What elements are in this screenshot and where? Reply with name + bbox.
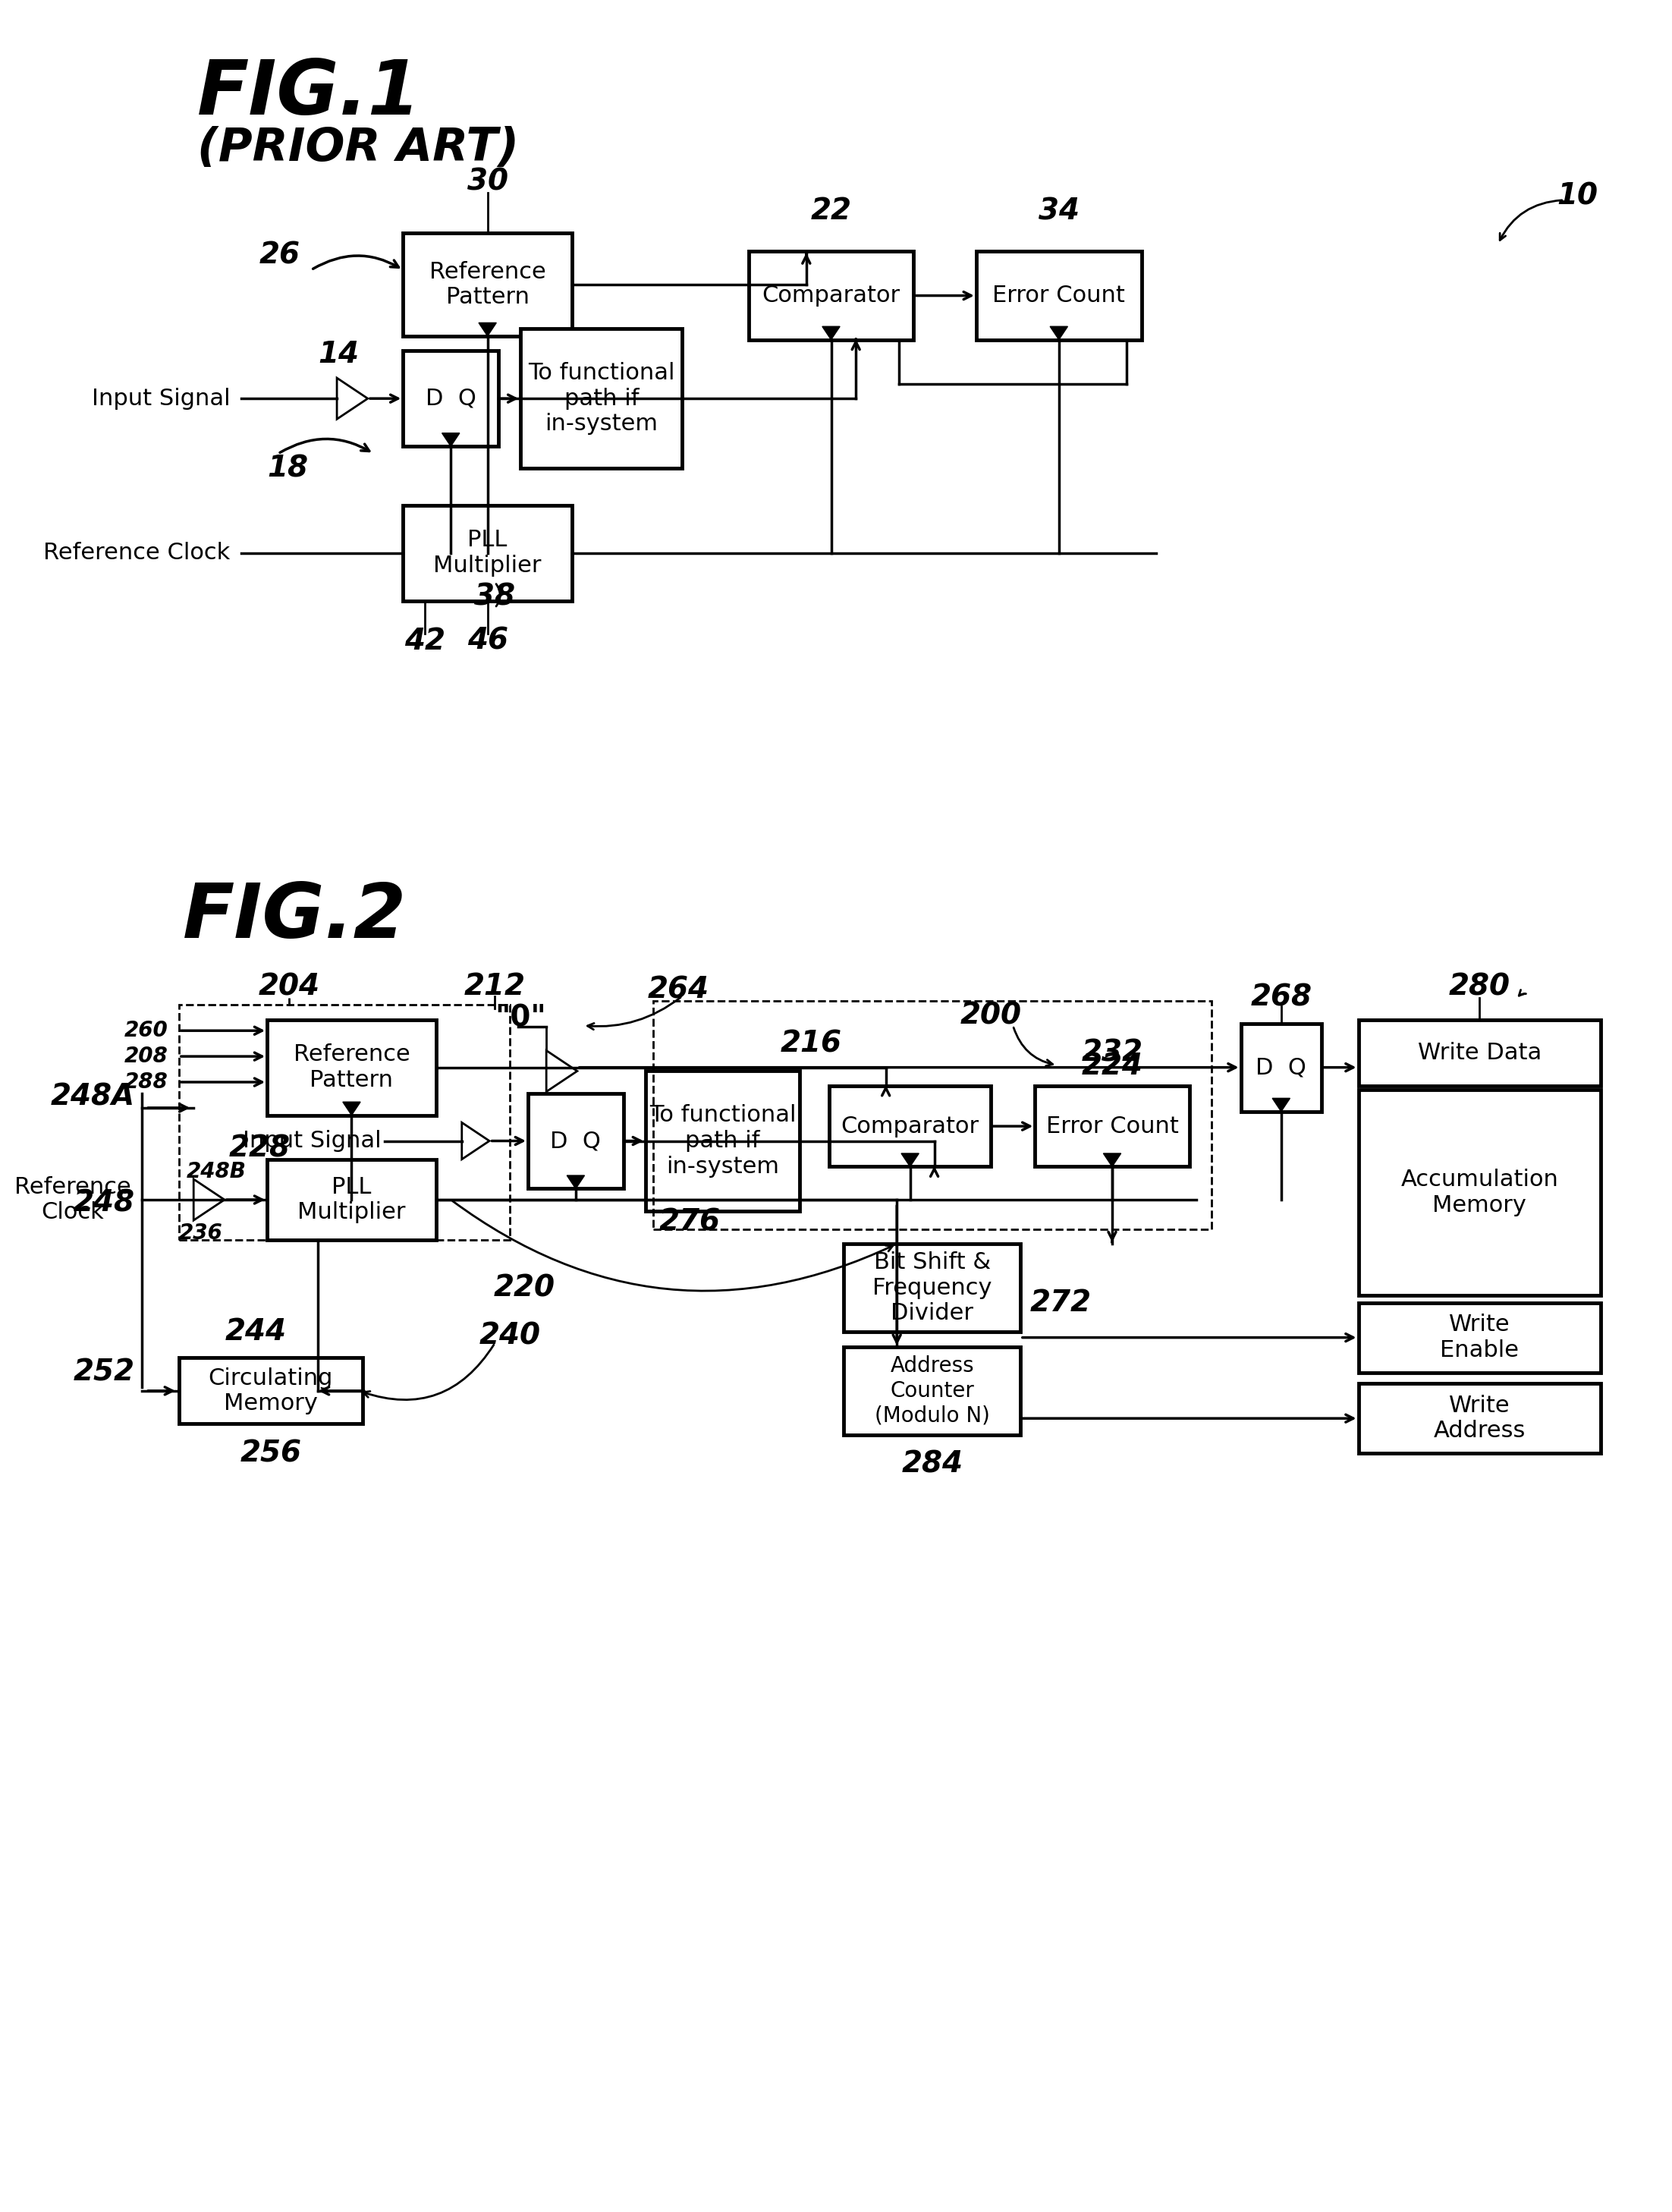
Text: Error Count: Error Count bbox=[1045, 1115, 1179, 1137]
Text: D  Q: D Q bbox=[425, 387, 477, 409]
Bar bbox=[1241, 1024, 1321, 1110]
Polygon shape bbox=[823, 327, 839, 341]
Text: 248: 248 bbox=[74, 1190, 135, 1219]
Polygon shape bbox=[441, 434, 460, 447]
Text: Input Signal: Input Signal bbox=[92, 387, 231, 409]
Text: 272: 272 bbox=[1030, 1287, 1092, 1316]
Text: 240: 240 bbox=[478, 1321, 540, 1349]
Text: 204: 204 bbox=[259, 971, 319, 1002]
Text: (PRIOR ART): (PRIOR ART) bbox=[197, 126, 518, 170]
Text: PLL
Multiplier: PLL Multiplier bbox=[298, 1177, 406, 1223]
Polygon shape bbox=[194, 1179, 224, 1221]
Text: 10: 10 bbox=[1557, 181, 1598, 210]
Text: "0": "0" bbox=[495, 1004, 547, 1033]
Bar bbox=[1035, 1086, 1189, 1166]
Text: 18: 18 bbox=[268, 453, 308, 482]
Text: 208: 208 bbox=[124, 1046, 167, 1066]
Text: Write
Address: Write Address bbox=[1433, 1394, 1525, 1442]
Text: 42: 42 bbox=[405, 626, 445, 655]
Polygon shape bbox=[343, 1102, 361, 1115]
Text: Bit Shift &
Frequency
Divider: Bit Shift & Frequency Divider bbox=[873, 1252, 991, 1325]
Bar bbox=[528, 1093, 624, 1188]
Polygon shape bbox=[567, 1175, 585, 1188]
Text: 34: 34 bbox=[1038, 197, 1080, 226]
Text: D  Q: D Q bbox=[1256, 1057, 1306, 1079]
Text: 236: 236 bbox=[179, 1223, 222, 1243]
Text: Address
Counter
(Modulo N): Address Counter (Modulo N) bbox=[874, 1356, 990, 1427]
Text: Reference
Clock: Reference Clock bbox=[15, 1177, 130, 1223]
Text: Comparator: Comparator bbox=[841, 1115, 980, 1137]
Text: 280: 280 bbox=[1450, 971, 1510, 1002]
Bar bbox=[829, 1086, 991, 1166]
Bar bbox=[1358, 1091, 1600, 1296]
Text: D  Q: D Q bbox=[550, 1130, 602, 1152]
Text: 244: 244 bbox=[226, 1318, 288, 1347]
Text: Input Signal: Input Signal bbox=[242, 1130, 381, 1152]
Text: 26: 26 bbox=[259, 241, 301, 270]
Bar bbox=[1358, 1303, 1600, 1371]
Text: To functional
path if
in-system: To functional path if in-system bbox=[649, 1104, 796, 1177]
Text: Reference
Pattern: Reference Pattern bbox=[293, 1044, 410, 1091]
Text: 224: 224 bbox=[1082, 1051, 1144, 1079]
Text: PLL
Multiplier: PLL Multiplier bbox=[433, 529, 542, 577]
Bar bbox=[268, 1020, 436, 1115]
Bar bbox=[844, 1347, 1020, 1436]
Text: 220: 220 bbox=[493, 1274, 555, 1303]
Text: Write
Enable: Write Enable bbox=[1440, 1314, 1520, 1360]
Text: 38: 38 bbox=[475, 582, 515, 611]
Text: 268: 268 bbox=[1251, 982, 1313, 1013]
Bar bbox=[179, 1358, 363, 1425]
Bar bbox=[179, 1004, 510, 1241]
Bar bbox=[403, 504, 572, 602]
Bar bbox=[403, 232, 572, 336]
Text: 212: 212 bbox=[465, 971, 525, 1002]
Bar bbox=[976, 252, 1142, 341]
Bar bbox=[1358, 1382, 1600, 1453]
Text: 22: 22 bbox=[811, 197, 851, 226]
Text: Reference
Pattern: Reference Pattern bbox=[430, 261, 545, 307]
Text: 284: 284 bbox=[901, 1449, 963, 1480]
Text: Circulating
Memory: Circulating Memory bbox=[209, 1367, 333, 1416]
Polygon shape bbox=[1104, 1152, 1120, 1166]
Text: 232: 232 bbox=[1082, 1037, 1144, 1066]
Text: 216: 216 bbox=[781, 1029, 841, 1057]
Text: To functional
path if
in-system: To functional path if in-system bbox=[528, 363, 675, 436]
Text: 252: 252 bbox=[74, 1358, 135, 1387]
Polygon shape bbox=[1272, 1099, 1291, 1110]
Bar bbox=[268, 1159, 436, 1241]
Polygon shape bbox=[478, 323, 497, 336]
Text: 288: 288 bbox=[124, 1071, 167, 1093]
Polygon shape bbox=[461, 1121, 490, 1159]
Bar bbox=[645, 1071, 799, 1210]
Bar bbox=[1358, 1020, 1600, 1086]
Text: Error Count: Error Count bbox=[993, 285, 1125, 307]
Polygon shape bbox=[901, 1152, 920, 1166]
Text: Accumulation
Memory: Accumulation Memory bbox=[1401, 1168, 1558, 1217]
Polygon shape bbox=[336, 378, 368, 418]
Text: 200: 200 bbox=[960, 1002, 1022, 1031]
Text: 46: 46 bbox=[466, 626, 508, 655]
Text: 256: 256 bbox=[241, 1438, 301, 1469]
Bar bbox=[844, 1243, 1020, 1332]
Text: Comparator: Comparator bbox=[762, 285, 900, 307]
Text: FIG.1: FIG.1 bbox=[197, 58, 421, 131]
Text: 14: 14 bbox=[318, 341, 359, 369]
Text: Write Data: Write Data bbox=[1418, 1042, 1542, 1064]
Text: 260: 260 bbox=[124, 1020, 167, 1042]
Text: FIG.2: FIG.2 bbox=[182, 880, 406, 953]
Bar bbox=[749, 252, 913, 341]
Text: 276: 276 bbox=[659, 1208, 721, 1237]
Polygon shape bbox=[1050, 327, 1068, 341]
Polygon shape bbox=[547, 1051, 577, 1093]
Text: Reference Clock: Reference Clock bbox=[43, 542, 231, 564]
Text: 264: 264 bbox=[647, 975, 709, 1004]
Bar bbox=[403, 352, 498, 447]
Bar bbox=[652, 1002, 1211, 1230]
Bar bbox=[520, 330, 682, 469]
Text: 248B: 248B bbox=[186, 1161, 246, 1183]
Text: 30: 30 bbox=[466, 168, 508, 197]
Text: 248A: 248A bbox=[50, 1082, 135, 1110]
Text: 228: 228 bbox=[229, 1135, 291, 1164]
